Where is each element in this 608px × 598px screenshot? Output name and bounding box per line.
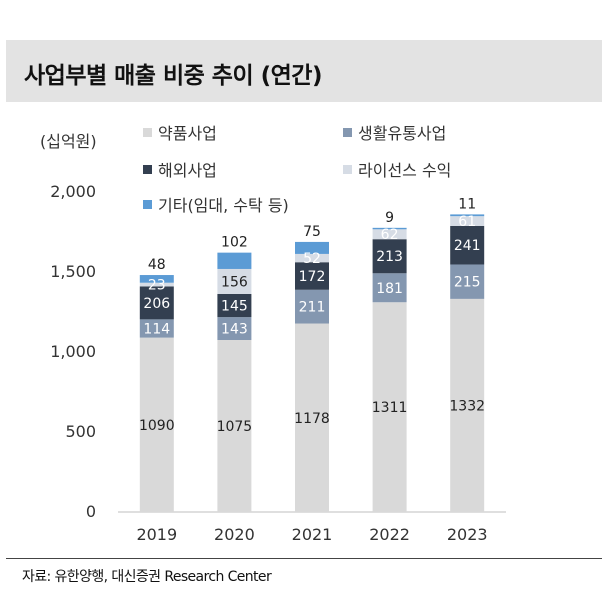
- legend-swatch-license: [343, 164, 352, 174]
- bar-value-label: 62: [381, 227, 399, 243]
- bar-segment: [139, 286, 174, 320]
- y-tick-label: 1,000: [50, 342, 96, 361]
- bar-value-label: 61: [458, 214, 476, 230]
- legend-swatch-pharma: [143, 127, 152, 137]
- bar-segment: [450, 216, 485, 226]
- bar-segment: [139, 275, 174, 283]
- bar-segment: [450, 214, 485, 217]
- bar-value-label: 11: [458, 196, 476, 212]
- bar-segment: [295, 289, 329, 324]
- bar-value-label: 1178: [294, 411, 330, 427]
- y-tick-label: 1,500: [50, 262, 96, 281]
- bar-value-label: 9: [385, 210, 394, 226]
- bar-segment: [450, 264, 485, 299]
- bar-value-label: 181: [376, 281, 403, 297]
- bar-segment: [372, 302, 407, 512]
- legend-item-overseas: 해외사업: [143, 157, 217, 181]
- y-tick-label: 500: [65, 422, 96, 441]
- bar-value-label: 172: [299, 269, 326, 285]
- bar-value-label: 145: [221, 299, 248, 315]
- legend-item-other: 기타(임대, 수탁 등): [143, 192, 289, 216]
- bar-value-label: 1332: [449, 398, 485, 414]
- bar-value-label: 114: [143, 321, 170, 337]
- legend-swatch-other: [143, 199, 152, 209]
- bar-value-label: 206: [143, 296, 170, 312]
- footer-divider: [6, 558, 602, 559]
- x-tick-label: 2019: [136, 525, 177, 544]
- title-bar: 사업부별 매출 비중 추이 (연간): [6, 40, 602, 102]
- legend-item-consumer: 생활유통사업: [343, 120, 446, 144]
- bar-value-label: 48: [148, 257, 166, 273]
- bar-segment: [372, 229, 407, 240]
- legend-label: 기타(임대, 수탁 등): [158, 196, 289, 215]
- bar-segment: [139, 282, 174, 287]
- bar-value-label: 1090: [139, 418, 175, 434]
- bar-value-label: 52: [303, 251, 321, 267]
- bar-value-label: 211: [299, 300, 326, 316]
- bar-value-label: 23: [148, 278, 166, 294]
- legend-label: 라이선스 수익: [358, 161, 452, 180]
- source-note: 자료: 유한양행, 대신증권 Research Center: [22, 569, 272, 585]
- bar-segment: [295, 323, 329, 512]
- bar-value-label: 1075: [217, 419, 253, 435]
- bar-segment: [217, 293, 252, 318]
- bar-value-label: 75: [303, 224, 321, 240]
- bar-segment: [217, 317, 252, 340]
- bar-value-label: 143: [221, 322, 248, 338]
- bar-segment: [295, 253, 329, 263]
- legend-item-license: 라이선스 수익: [343, 157, 451, 181]
- bar-value-label: 213: [376, 249, 403, 265]
- x-tick-label: 2023: [447, 525, 488, 544]
- legend-label: 생활유통사업: [358, 124, 447, 143]
- bar-value-label: 215: [454, 275, 481, 291]
- bar-value-label: 1311: [372, 400, 408, 416]
- bar-segment: [372, 273, 407, 303]
- bar-segment: [217, 340, 252, 512]
- bar-segment: [372, 227, 407, 230]
- legend-item-pharma: 약품사업: [143, 120, 217, 144]
- legend-swatch-overseas: [143, 164, 152, 174]
- x-tick-label: 2022: [369, 525, 410, 544]
- stacked-bar-chart: 0 500 1,000 1,500 2,000 1090 114 206 23 48 2019 107…: [50, 182, 506, 544]
- legend-label: 해외사업: [158, 161, 217, 180]
- bar-segment: [372, 239, 407, 274]
- unit-label: (십억원): [40, 132, 97, 151]
- bar-segment: [450, 298, 485, 512]
- bar-segment: [217, 252, 252, 269]
- bar-segment: [295, 241, 329, 254]
- bar-segment: [450, 225, 485, 265]
- legend-label: 약품사업: [158, 124, 217, 143]
- y-tick-label: 2,000: [50, 182, 96, 201]
- bar-value-label: 102: [221, 235, 248, 251]
- x-tick-label: 2020: [214, 525, 255, 544]
- bar-value-label: 241: [454, 238, 481, 254]
- chart-title: 사업부별 매출 비중 추이 (연간): [24, 63, 322, 89]
- y-tick-label: 0: [86, 502, 96, 521]
- x-tick-label: 2021: [292, 525, 333, 544]
- bar-segment: [139, 337, 174, 512]
- bar-segment: [295, 262, 329, 290]
- bar-segment: [217, 268, 252, 294]
- bar-value-label: 156: [221, 274, 248, 290]
- bar-segment: [139, 319, 174, 338]
- legend-swatch-consumer: [343, 127, 352, 137]
